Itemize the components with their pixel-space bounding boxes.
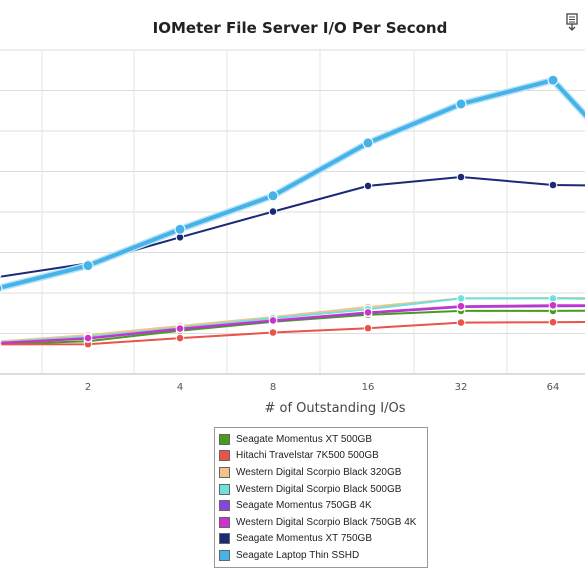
x-tick-label: 8 (270, 382, 276, 393)
x-axis-label: # of Outstanding I/Os (264, 401, 405, 416)
data-point[interactable] (548, 301, 558, 310)
data-point[interactable] (548, 180, 558, 190)
data-point[interactable] (456, 318, 466, 327)
legend-item[interactable]: Seagate Momentus XT 500GB (219, 431, 427, 448)
x-tick-label: 4 (177, 382, 183, 393)
legend-label: Seagate Momentus XT 500GB (236, 433, 373, 445)
legend-item[interactable]: Western Digital Scorpio Black 500GB (219, 481, 427, 498)
data-point[interactable] (175, 333, 185, 343)
legend-item[interactable]: Seagate Momentus XT 750GB (219, 531, 427, 548)
legend-swatch (219, 533, 230, 545)
legend-label: Western Digital Scorpio Black 750GB 4K (236, 516, 417, 528)
grid (0, 49, 585, 375)
legend-item[interactable]: Seagate Laptop Thin SSHD (219, 547, 427, 564)
series-line (0, 321, 585, 346)
data-point[interactable] (83, 333, 93, 343)
chart-legend: Seagate Momentus XT 500GB Hitachi Travels… (214, 427, 428, 568)
legend-item[interactable]: Hitachi Travelstar 7K500 500GB (219, 448, 427, 465)
legend-item[interactable]: Western Digital Scorpio Black 750GB 4K (219, 514, 427, 531)
data-point[interactable] (548, 317, 558, 327)
series-7 (0, 74, 585, 294)
data-point[interactable] (456, 294, 466, 303)
data-point[interactable] (363, 181, 373, 191)
series-line (0, 304, 585, 344)
x-axis-ticks: 2 4 8 16 32 64 (85, 382, 560, 393)
series-group (0, 74, 585, 349)
series-line (0, 309, 585, 346)
series-5 (0, 301, 585, 347)
x-tick-label: 16 (362, 382, 375, 393)
series-1 (0, 317, 585, 349)
data-point[interactable] (174, 223, 186, 235)
data-point[interactable] (547, 74, 559, 86)
legend-swatch (219, 433, 230, 445)
legend-label: Seagate Momentus XT 750GB (236, 533, 373, 545)
legend-label: Seagate Momentus 750GB 4K (236, 500, 372, 512)
data-point[interactable] (363, 308, 373, 317)
legend-label: Western Digital Scorpio Black 320GB (236, 466, 402, 478)
data-point[interactable] (456, 172, 466, 182)
legend-swatch (219, 483, 230, 495)
legend-swatch (219, 516, 230, 528)
x-tick-label: 64 (547, 382, 560, 393)
legend-swatch (219, 549, 230, 561)
legend-label: Seagate Laptop Thin SSHD (236, 549, 360, 561)
chart-menu-icon[interactable] (561, 10, 583, 32)
series-line (0, 78, 585, 290)
data-point[interactable] (0, 339, 2, 347)
data-point[interactable] (82, 260, 94, 272)
legend-swatch (219, 500, 230, 512)
legend-item[interactable]: Western Digital Scorpio Black 320GB (219, 464, 427, 481)
data-point[interactable] (363, 323, 373, 333)
legend-swatch (219, 466, 230, 478)
legend-label: Western Digital Scorpio Black 500GB (236, 483, 402, 495)
chart-title: IOMeter File Server I/O Per Second (153, 19, 448, 37)
legend-item[interactable]: Seagate Momentus 750GB 4K (219, 497, 427, 514)
data-point[interactable] (0, 273, 2, 281)
legend-swatch (219, 450, 230, 462)
series-line (0, 297, 585, 344)
data-point[interactable] (0, 283, 3, 294)
data-point[interactable] (362, 137, 374, 149)
data-point[interactable] (268, 316, 278, 325)
data-point[interactable] (268, 207, 278, 216)
legend-label: Hitachi Travelstar 7K500 500GB (236, 450, 379, 462)
data-point[interactable] (175, 324, 185, 333)
data-point[interactable] (268, 328, 278, 337)
data-point[interactable] (455, 98, 467, 110)
x-tick-label: 2 (85, 382, 91, 393)
x-tick-label: 32 (455, 382, 468, 393)
data-point[interactable] (267, 190, 279, 202)
data-point[interactable] (456, 301, 466, 311)
